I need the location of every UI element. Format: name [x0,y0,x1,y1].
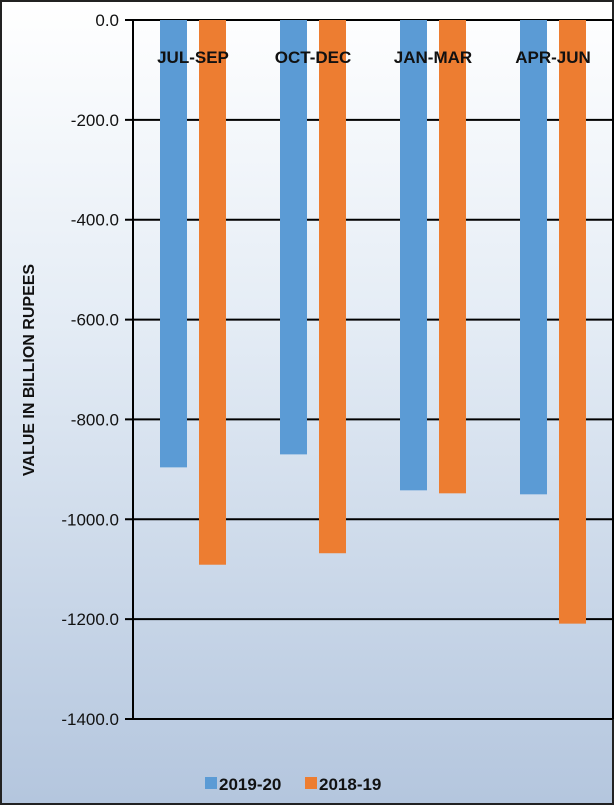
legend-swatch [305,777,317,789]
y-tick-label: -400.0 [71,211,119,230]
bars [160,20,586,624]
x-category-label: JAN-MAR [394,48,472,67]
bar-2019-20-APR-JUN [520,20,547,495]
y-tick-label: -200.0 [71,111,119,130]
labels: 0.0 -200.0 -400.0 -600.0 -800.0 -1000.0 -1200.… [61,11,590,729]
axes [132,20,614,720]
legend-swatch [205,777,217,789]
y-tick-label: -800.0 [71,410,119,429]
bar-2018-19-OCT-DEC [319,20,346,554]
bar-2019-20-OCT-DEC [280,20,307,455]
y-tick-label: -1400.0 [61,710,119,729]
bar-2018-19-JUL-SEP [199,20,226,565]
legend-label: 2019-20 [219,775,281,794]
y-tick-label: 0.0 [95,11,119,30]
legend-label: 2018-19 [319,775,381,794]
x-category-label: APR-JUN [515,48,591,67]
legend: 2019-20 2018-19 [205,775,381,794]
bar-2018-19-APR-JUN [559,20,586,624]
y-axis-title: VALUE IN BILLION RUPEES [21,264,38,476]
bar-2018-19-JAN-MAR [439,20,466,494]
bar-2019-20-JUL-SEP [160,20,187,468]
y-tick-label: -1000.0 [61,510,119,529]
y-tick-label: -600.0 [71,311,119,330]
y-tick-label: -1200.0 [61,610,119,629]
x-category-label: OCT-DEC [275,48,352,67]
bar-2019-20-JAN-MAR [400,20,427,491]
x-category-label: JUL-SEP [157,48,229,67]
